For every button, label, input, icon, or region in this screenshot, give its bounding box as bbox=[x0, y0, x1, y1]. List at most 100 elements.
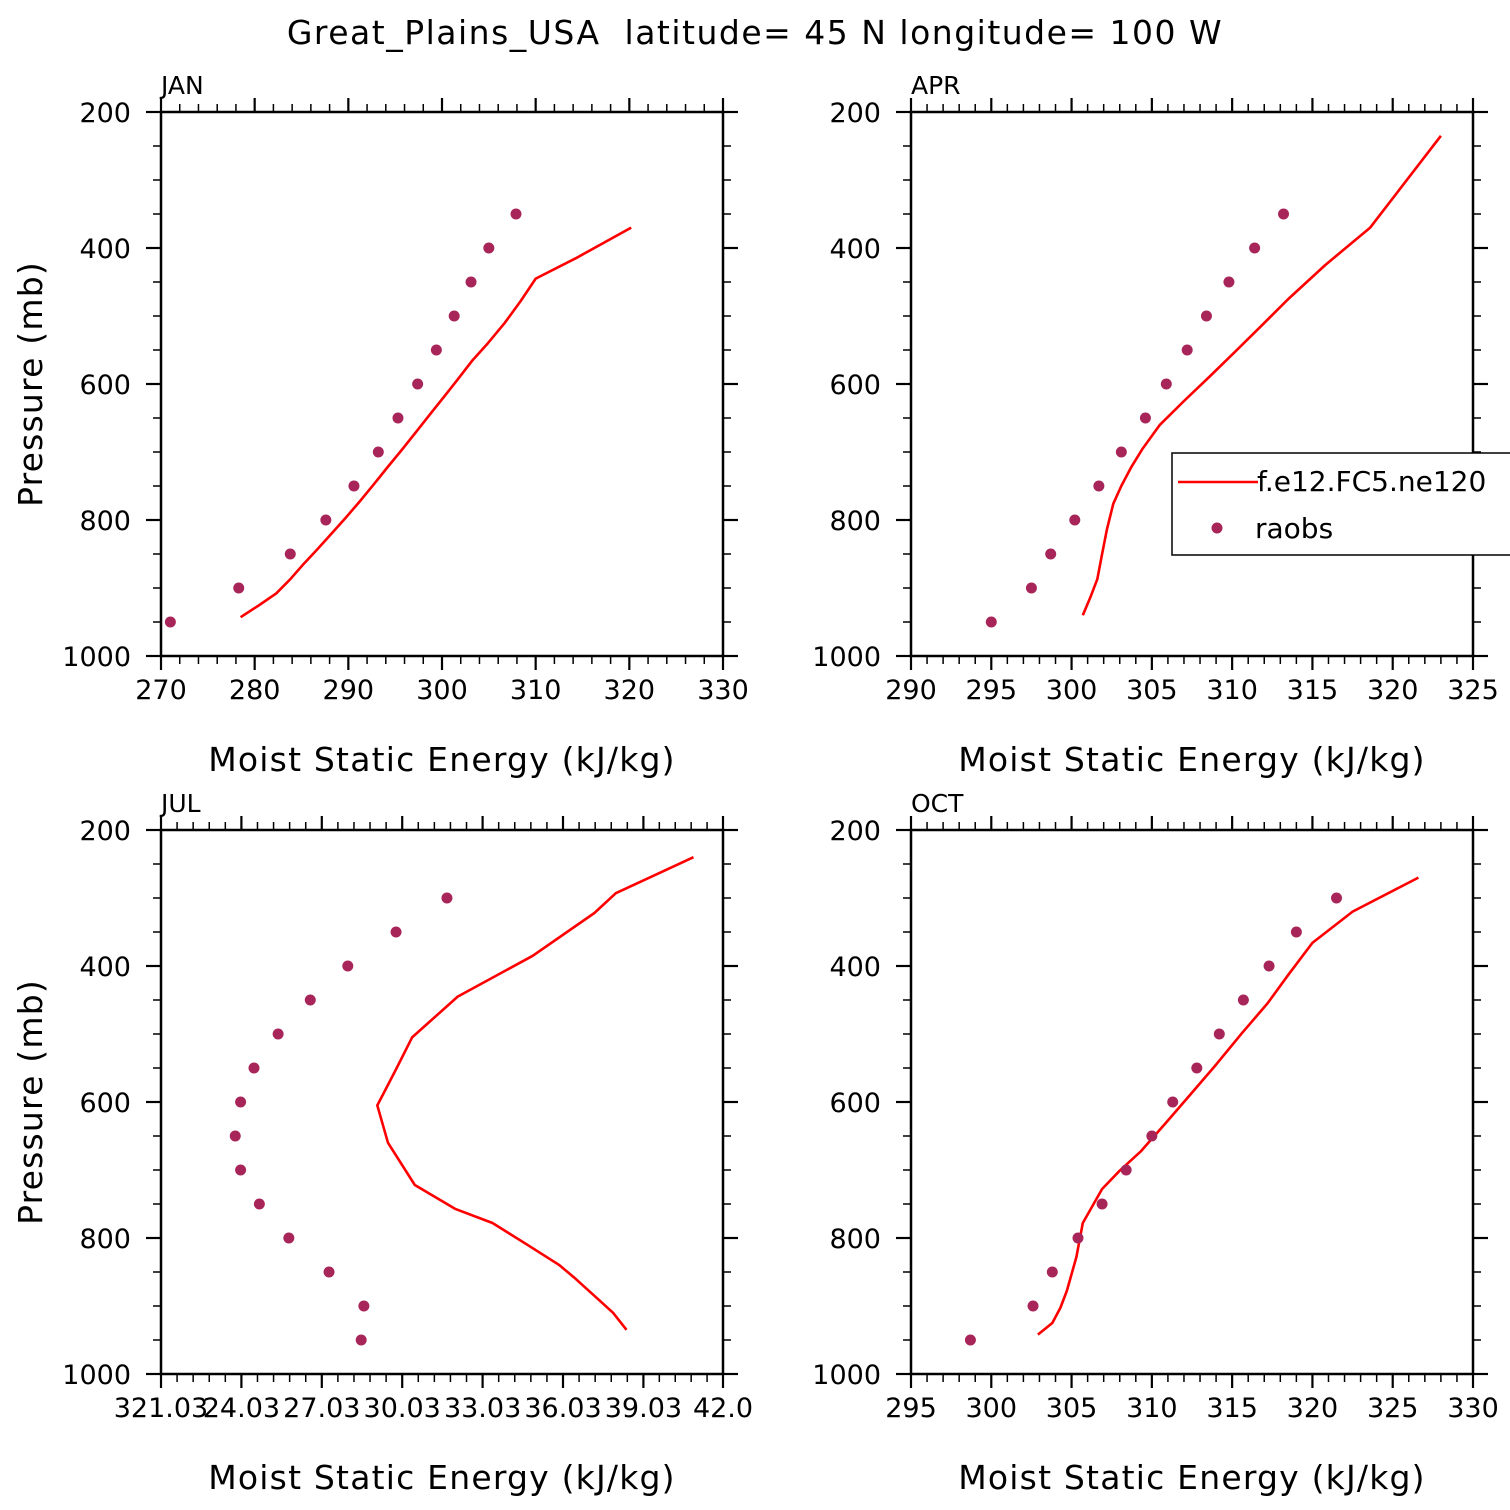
panel-apr: APR 290 295 300 305 310 315 320 325 Moist Static … bbox=[812, 71, 1510, 779]
raobs-point bbox=[1146, 1130, 1158, 1142]
x-tick-label: 36.03 bbox=[524, 1393, 601, 1424]
x-tick-label: 42.0 bbox=[693, 1393, 753, 1424]
model-line bbox=[375, 856, 695, 1331]
raobs-point bbox=[1278, 208, 1290, 220]
raobs-point bbox=[1223, 276, 1235, 288]
y-tick-label: 800 bbox=[829, 506, 881, 537]
raobs-point bbox=[284, 548, 296, 560]
raobs-point bbox=[510, 208, 522, 220]
x-tick-label: 295 bbox=[885, 1393, 937, 1424]
y-tick-label: 1000 bbox=[62, 1360, 131, 1391]
x-tick-label: 330 bbox=[1447, 1393, 1499, 1424]
raobs-point bbox=[1096, 1198, 1108, 1210]
raobs-point bbox=[390, 926, 402, 938]
raobs-point bbox=[1120, 1164, 1132, 1176]
x-tick-label: 310 bbox=[510, 675, 562, 706]
y-tick-label: 400 bbox=[79, 952, 131, 983]
model-line bbox=[1081, 135, 1442, 616]
legend-label-raobs: raobs bbox=[1255, 512, 1333, 545]
x-axis-label: Moist Static Energy (kJ/kg) bbox=[958, 740, 1426, 779]
y-tick-label: 1000 bbox=[62, 642, 131, 673]
raobs-point bbox=[1025, 582, 1037, 594]
model-line bbox=[1037, 876, 1419, 1336]
raobs-point bbox=[372, 446, 384, 458]
x-tick-label: 330 bbox=[697, 675, 749, 706]
x-tick-label: 290 bbox=[885, 675, 937, 706]
y-tick-label: 600 bbox=[79, 1088, 131, 1119]
y-tick-label: 600 bbox=[79, 370, 131, 401]
raobs-point bbox=[1181, 344, 1193, 356]
raobs-point bbox=[1069, 514, 1081, 526]
x-tick-label: 310 bbox=[1126, 1393, 1178, 1424]
y-tick-label: 800 bbox=[79, 1224, 131, 1255]
raobs-point bbox=[348, 480, 360, 492]
x-tick-label: 325 bbox=[1447, 675, 1499, 706]
x-tick-label: 30.03 bbox=[364, 1393, 441, 1424]
raobs-point bbox=[1290, 926, 1302, 938]
x-tick-label: 320 bbox=[1367, 675, 1419, 706]
legend: f.e12.FC5.ne120 raobs bbox=[1171, 452, 1510, 556]
raobs-point bbox=[1139, 412, 1151, 424]
raobs-point bbox=[1167, 1096, 1179, 1108]
raobs-point bbox=[355, 1334, 367, 1346]
raobs-point bbox=[1093, 480, 1105, 492]
legend-box bbox=[1171, 452, 1510, 556]
x-tick-label: 315 bbox=[1206, 1393, 1258, 1424]
y-tick-label: 1000 bbox=[812, 1360, 881, 1391]
panels: JAN 270 280 290 300 310 320 330 Moist Static Ene… bbox=[11, 71, 1510, 1497]
legend-dot-swatch bbox=[1211, 522, 1223, 534]
raobs-point bbox=[1191, 1062, 1203, 1074]
raobs-point bbox=[235, 1096, 247, 1108]
y-tick-label: 200 bbox=[79, 816, 131, 847]
raobs-point bbox=[985, 616, 997, 628]
raobs-point bbox=[392, 412, 404, 424]
y-tick-label: 200 bbox=[79, 98, 131, 129]
y-axis-label: Pressure (mb) bbox=[11, 261, 50, 507]
raobs-point bbox=[448, 310, 460, 322]
y-tick-label: 400 bbox=[829, 952, 881, 983]
model-line bbox=[239, 226, 632, 619]
raobs-point bbox=[342, 960, 354, 972]
x-tick-label: 320 bbox=[604, 675, 656, 706]
raobs-point bbox=[465, 276, 477, 288]
panel-label: OCT bbox=[911, 789, 964, 818]
raobs-point bbox=[1213, 1028, 1225, 1040]
panel-jan: JAN 270 280 290 300 310 320 330 Moist Static Ene… bbox=[11, 71, 749, 779]
x-axis-label: Moist Static Energy (kJ/kg) bbox=[958, 1458, 1426, 1497]
x-tick-label: 320 bbox=[1287, 1393, 1339, 1424]
x-tick-label: 321.03 bbox=[114, 1393, 208, 1424]
raobs-point bbox=[1160, 378, 1172, 390]
raobs-point bbox=[320, 514, 332, 526]
panel-label: JAN bbox=[159, 71, 204, 100]
y-tick-label: 400 bbox=[829, 234, 881, 265]
y-tick-label: 600 bbox=[829, 370, 881, 401]
raobs-point bbox=[233, 582, 245, 594]
x-tick-label: 295 bbox=[966, 675, 1018, 706]
panel-label: APR bbox=[911, 71, 961, 100]
raobs-point bbox=[1200, 310, 1212, 322]
x-tick-label: 300 bbox=[416, 675, 468, 706]
x-tick-label: 270 bbox=[135, 675, 187, 706]
series-group bbox=[229, 856, 695, 1346]
x-tick-label: 300 bbox=[1046, 675, 1098, 706]
series-group bbox=[964, 876, 1419, 1346]
x-axis-label: Moist Static Energy (kJ/kg) bbox=[208, 1458, 676, 1497]
raobs-point bbox=[248, 1062, 260, 1074]
x-tick-label: 39.03 bbox=[605, 1393, 682, 1424]
x-tick-label: 27.03 bbox=[283, 1393, 360, 1424]
raobs-point bbox=[1072, 1232, 1084, 1244]
y-tick-label: 600 bbox=[829, 1088, 881, 1119]
raobs-point bbox=[412, 378, 424, 390]
x-tick-label: 305 bbox=[1046, 1393, 1098, 1424]
raobs-point bbox=[1115, 446, 1127, 458]
x-tick-label: 24.03 bbox=[203, 1393, 280, 1424]
x-tick-label: 325 bbox=[1367, 1393, 1419, 1424]
x-tick-label: 33.03 bbox=[444, 1393, 521, 1424]
plot-frame bbox=[159, 110, 725, 658]
raobs-point bbox=[323, 1266, 335, 1278]
panel-label: JUL bbox=[159, 789, 201, 818]
panel-oct: OCT 295 300 305 310 315 320 325 330 Moist Static … bbox=[812, 789, 1498, 1497]
y-tick-label: 800 bbox=[829, 1224, 881, 1255]
